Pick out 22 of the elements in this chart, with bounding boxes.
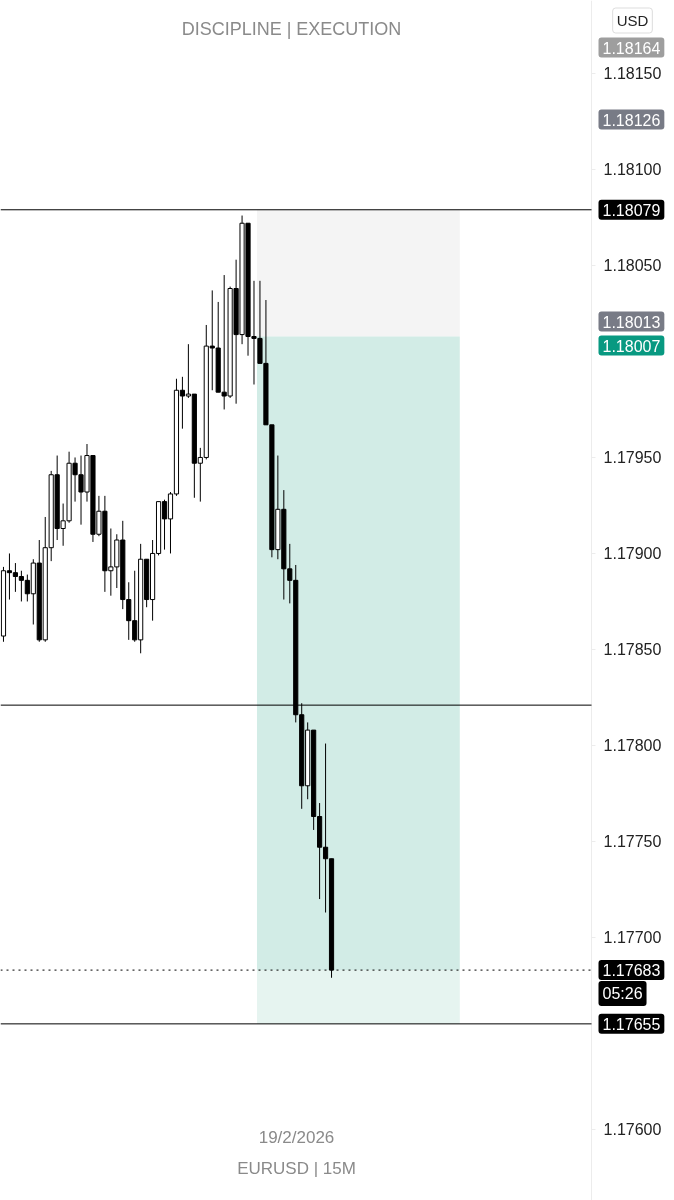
annotation: 1.18007 bbox=[602, 337, 661, 355]
y-tick-label: 1.17850 bbox=[603, 641, 662, 659]
y-tick-label: 1.17750 bbox=[603, 833, 662, 851]
y-tick-label: 1.17900 bbox=[603, 545, 662, 563]
y-tick-label: 1.17800 bbox=[603, 737, 662, 755]
annotation: 05:26 bbox=[602, 985, 643, 1002]
y-tick-label: 1.18050 bbox=[603, 257, 662, 275]
annotation: 1.18164 bbox=[602, 39, 661, 57]
y-tick-label: 1.17700 bbox=[603, 929, 662, 947]
ref-line-label: 1.17655 bbox=[602, 1015, 661, 1033]
y-tick-label: 1.18100 bbox=[603, 161, 662, 179]
annotation: EURUSD | 15M bbox=[237, 1159, 356, 1178]
y-tick-label: 1.18150 bbox=[603, 65, 662, 83]
y-tick-label: 1.17600 bbox=[603, 1121, 662, 1139]
y-tick-label: 1.17950 bbox=[603, 449, 662, 467]
x-axis-title: 19/2/2026 bbox=[258, 1128, 335, 1147]
annotation: 1.18126 bbox=[602, 111, 661, 129]
ref-line-label: 1.17683 bbox=[602, 962, 661, 980]
annotation: 1.18013 bbox=[602, 313, 661, 331]
text: DISCIPLINE | EXECUTION bbox=[181, 18, 402, 39]
ref-line-label: 1.18079 bbox=[602, 201, 661, 219]
annotation: USD bbox=[616, 12, 649, 29]
